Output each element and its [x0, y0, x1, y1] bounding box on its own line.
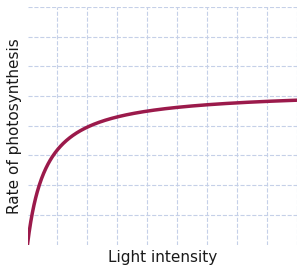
X-axis label: Light intensity: Light intensity — [108, 250, 217, 265]
Y-axis label: Rate of photosynthesis: Rate of photosynthesis — [7, 38, 22, 214]
